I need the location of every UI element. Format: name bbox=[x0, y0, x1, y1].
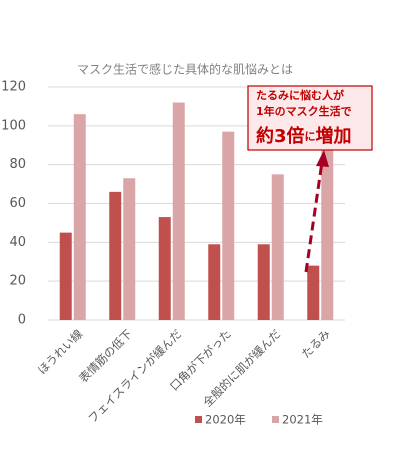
callout-text: たるみに悩む人が bbox=[256, 88, 344, 102]
bar bbox=[172, 102, 185, 321]
callout-emphasis: 約3倍に増加 bbox=[256, 125, 352, 147]
y-tick-label: 80 bbox=[9, 157, 26, 172]
legend-swatch bbox=[272, 416, 279, 423]
bar bbox=[208, 244, 221, 320]
y-tick-label: 40 bbox=[9, 235, 26, 250]
bar bbox=[59, 232, 72, 320]
arrow-head bbox=[316, 150, 329, 167]
bar bbox=[73, 114, 86, 320]
y-tick-label: 120 bbox=[1, 80, 26, 95]
y-tick-label: 0 bbox=[18, 313, 26, 328]
bar bbox=[321, 149, 334, 320]
callout-emphasis-part: に bbox=[305, 130, 316, 143]
bar bbox=[271, 174, 284, 320]
callout-text: 1年のマスク生活で bbox=[256, 104, 352, 118]
bar bbox=[109, 191, 122, 320]
callout-box bbox=[247, 85, 373, 151]
callout-emphasis-part: 約3倍 bbox=[256, 125, 305, 147]
callout-emphasis-part: 増加 bbox=[316, 125, 352, 147]
bar bbox=[123, 178, 136, 320]
bar bbox=[158, 217, 171, 320]
y-tick-label: 100 bbox=[1, 118, 26, 133]
y-tick-label: 20 bbox=[9, 274, 26, 289]
legend-label: 2021年 bbox=[282, 413, 323, 427]
x-tick-label: ほうれい線 bbox=[35, 326, 86, 377]
x-tick-label: たるみ bbox=[299, 327, 333, 361]
bar bbox=[222, 131, 235, 320]
legend-label: 2020年 bbox=[205, 413, 246, 427]
legend-swatch bbox=[195, 416, 202, 423]
chart-title: マスク生活で感じた具体的な肌悩みとは bbox=[77, 62, 293, 77]
y-tick-label: 60 bbox=[9, 196, 26, 211]
bar bbox=[257, 244, 270, 320]
x-tick-label: フェイスラインが緩んだ bbox=[85, 327, 184, 426]
bar bbox=[307, 265, 320, 320]
arrow bbox=[304, 161, 324, 273]
